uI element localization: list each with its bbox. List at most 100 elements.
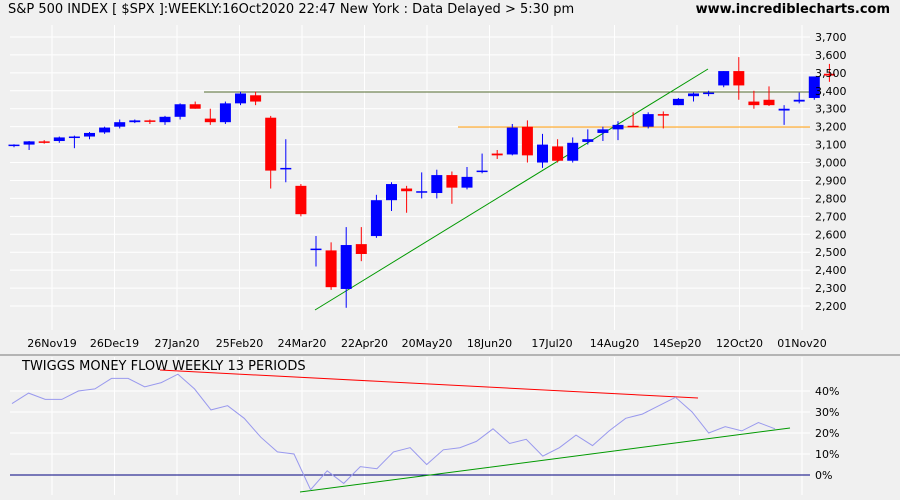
- candle: [597, 126, 609, 142]
- candle: [733, 57, 745, 100]
- date-tick-label: 12Oct20: [716, 337, 763, 350]
- candle-body: [778, 108, 790, 111]
- candle: [189, 101, 201, 109]
- candle: [552, 139, 564, 163]
- candle-body: [8, 144, 20, 147]
- candle: [567, 137, 579, 163]
- candle-body: [808, 76, 820, 98]
- date-tick-label: 26Dec19: [90, 337, 139, 350]
- candle-body: [537, 144, 548, 163]
- candle: [204, 108, 216, 125]
- candle: [808, 76, 820, 100]
- candle: [688, 92, 699, 102]
- candle: [446, 171, 458, 204]
- candle: [401, 185, 413, 213]
- price-tick-label: 2,300: [815, 282, 847, 295]
- candle-body: [491, 153, 503, 156]
- date-tick-label: 27Jan20: [155, 337, 200, 350]
- candle: [763, 86, 775, 107]
- candle-body: [114, 122, 126, 127]
- price-tick-label: 2,600: [815, 228, 847, 241]
- candle-body: [823, 73, 835, 76]
- candle: [53, 136, 65, 143]
- candle-body: [189, 104, 201, 109]
- candle-body: [552, 146, 564, 161]
- candle-body: [174, 104, 186, 117]
- price-tick-label: 3,200: [815, 121, 847, 134]
- candle: [748, 90, 760, 109]
- price-grid: [10, 25, 810, 330]
- date-tick-label: 17Jul20: [531, 337, 572, 350]
- flow-tick-label: 10%: [815, 448, 839, 461]
- price-tick-label: 2,400: [815, 264, 847, 277]
- flow-tick-label: 20%: [815, 427, 839, 440]
- price-tick-label: 3,600: [815, 49, 847, 62]
- candle-body: [23, 141, 35, 145]
- candle-body: [416, 191, 428, 193]
- candle-body: [657, 114, 669, 116]
- candle: [129, 119, 141, 124]
- candle: [174, 103, 186, 120]
- candle: [370, 194, 382, 238]
- candle-body: [672, 98, 684, 106]
- candle-body: [642, 114, 654, 127]
- candle-body: [265, 117, 277, 171]
- candle: [506, 123, 518, 156]
- candle-body: [506, 127, 518, 155]
- candle-body: [431, 175, 443, 194]
- candle: [823, 63, 835, 82]
- candle-body: [295, 185, 307, 215]
- candle-body: [733, 71, 745, 86]
- price-tick-label: 3,700: [815, 31, 847, 44]
- candle-body: [68, 136, 80, 139]
- divergence-line: [159, 369, 699, 399]
- candle: [778, 105, 790, 125]
- date-tick-label: 25Feb20: [216, 337, 263, 350]
- date-tick-label: 22Apr20: [341, 337, 388, 350]
- candle: [793, 92, 805, 104]
- candle: [38, 140, 50, 144]
- candle-body: [703, 92, 715, 95]
- candle: [280, 139, 292, 183]
- candle-body: [612, 124, 624, 130]
- candle-body: [235, 93, 246, 104]
- flow-overlays: [10, 369, 810, 493]
- candle: [235, 91, 246, 106]
- candle: [250, 91, 262, 106]
- price-tick-label: 3,300: [815, 103, 847, 116]
- candle-body: [446, 175, 458, 188]
- candle-body: [567, 142, 579, 161]
- uptrend-line: [314, 68, 709, 311]
- candle: [340, 227, 352, 308]
- candle: [431, 169, 443, 199]
- candle-body: [99, 127, 111, 133]
- flow-grid: [10, 357, 810, 495]
- price-tick-label: 3,500: [815, 67, 847, 80]
- price-tick-label: 2,500: [815, 246, 847, 259]
- price-tick-label: 2,700: [815, 210, 847, 223]
- money-flow-line: [11, 373, 776, 491]
- price-tick-label: 2,900: [815, 174, 847, 187]
- flow-tick-label: 0%: [815, 469, 832, 482]
- flow-axis: 0% 10% 20% 30% 40%: [815, 385, 839, 482]
- candle: [23, 141, 35, 150]
- candle-body: [325, 250, 337, 288]
- date-tick-label: 18Jun20: [467, 337, 512, 350]
- candle: [521, 120, 533, 163]
- price-tick-label: 3,400: [815, 85, 847, 98]
- candle: [703, 90, 715, 97]
- price-axis: 2,200 2,300 2,400 2,500 2,600 2,700 2,800 2,900…: [815, 31, 847, 313]
- candle: [68, 135, 80, 149]
- candle-body: [219, 103, 231, 123]
- candle: [355, 227, 367, 262]
- candle-body: [144, 120, 156, 122]
- chart-header-title: S&P 500 INDEX [ $SPX ]:WEEKLY:16Oct2020 …: [8, 2, 575, 17]
- candle: [627, 112, 639, 128]
- site-url[interactable]: www.incrediblecharts.com: [695, 2, 890, 17]
- candle: [310, 236, 322, 267]
- candle: [325, 242, 337, 290]
- candle-body: [250, 95, 262, 102]
- candle: [491, 149, 503, 159]
- date-tick-label: 01Nov20: [777, 337, 826, 350]
